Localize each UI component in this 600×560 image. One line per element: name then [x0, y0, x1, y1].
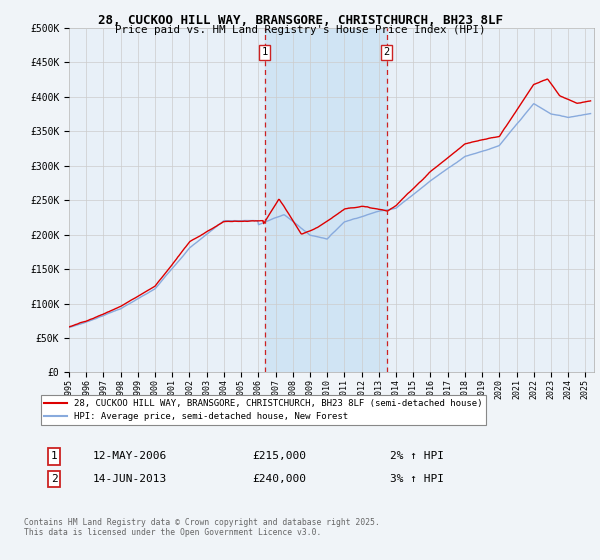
Text: 14-JUN-2013: 14-JUN-2013: [93, 474, 167, 484]
Text: 2: 2: [383, 47, 390, 57]
Text: 1: 1: [50, 451, 58, 461]
Legend: 28, CUCKOO HILL WAY, BRANSGORE, CHRISTCHURCH, BH23 8LF (semi-detached house), HP: 28, CUCKOO HILL WAY, BRANSGORE, CHRISTCH…: [41, 395, 486, 425]
Bar: [265, 28, 386, 372]
Text: Price paid vs. HM Land Registry's House Price Index (HPI): Price paid vs. HM Land Registry's House …: [115, 25, 485, 35]
Text: £240,000: £240,000: [252, 474, 306, 484]
Text: £215,000: £215,000: [252, 451, 306, 461]
Text: Contains HM Land Registry data © Crown copyright and database right 2025.
This d: Contains HM Land Registry data © Crown c…: [24, 518, 380, 538]
Text: 28, CUCKOO HILL WAY, BRANSGORE, CHRISTCHURCH, BH23 8LF: 28, CUCKOO HILL WAY, BRANSGORE, CHRISTCH…: [97, 14, 503, 27]
Text: 3% ↑ HPI: 3% ↑ HPI: [390, 474, 444, 484]
Text: 12-MAY-2006: 12-MAY-2006: [93, 451, 167, 461]
Text: 2: 2: [50, 474, 58, 484]
Text: 1: 1: [262, 47, 268, 57]
Text: 2% ↑ HPI: 2% ↑ HPI: [390, 451, 444, 461]
